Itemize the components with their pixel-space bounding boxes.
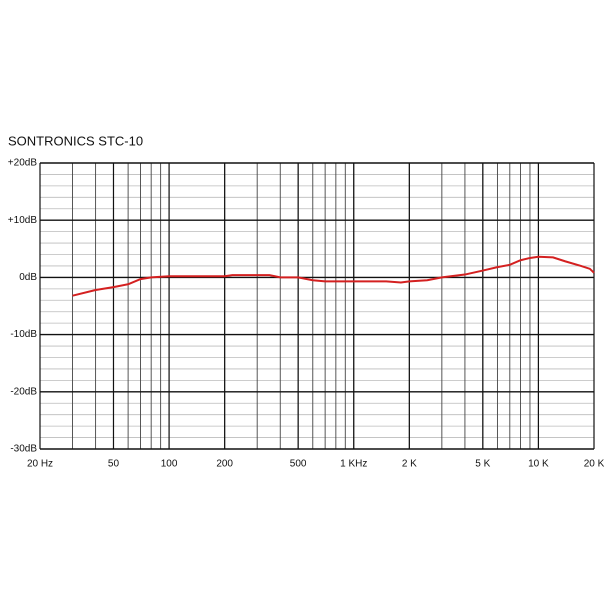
y-tick-label: -20dB — [10, 386, 37, 397]
x-tick-label: 1 KHz — [340, 459, 367, 470]
x-tick-label: 5 K — [475, 459, 490, 470]
x-tick-label: 50 — [108, 459, 120, 470]
x-tick-label: 500 — [290, 459, 307, 470]
y-tick-label: 0dB — [19, 272, 37, 283]
x-tick-label: 20 K — [584, 459, 605, 470]
y-tick-label: -10dB — [10, 329, 37, 340]
x-tick-label: 200 — [216, 459, 233, 470]
y-tick-label: +10dB — [8, 215, 38, 226]
x-tick-label: 20 Hz — [27, 459, 53, 470]
y-tick-label: +20dB — [8, 158, 38, 169]
y-tick-label: -30dB — [10, 444, 37, 455]
response-line — [72, 255, 595, 297]
x-tick-label: 100 — [161, 459, 178, 470]
x-tick-label: 10 K — [528, 459, 549, 470]
x-tick-label: 2 K — [402, 459, 417, 470]
chart-title: SONTRONICS STC-10 — [8, 133, 143, 148]
